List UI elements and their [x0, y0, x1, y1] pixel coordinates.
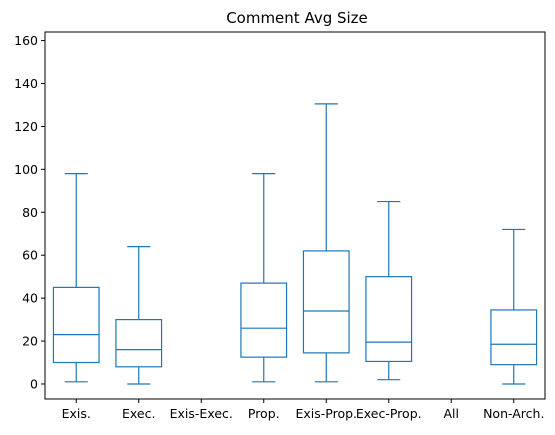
x-tick-label: Prop.: [248, 406, 280, 421]
x-tick-label: Non-Arch.: [483, 406, 544, 421]
y-axis: 0 20 40 60 80 100 120 140 160: [14, 33, 45, 391]
iqr-box: [240, 282, 288, 358]
x-tick-label: Exis-Prop.: [295, 406, 357, 421]
iqr-box: [52, 286, 100, 364]
x-tick-label: Exec-Prop.: [356, 406, 422, 421]
chart-title: Comment Avg Size: [226, 9, 368, 27]
plot-area: [44, 31, 546, 400]
box-exec-prop: [365, 200, 413, 381]
y-tick-label: 140: [14, 76, 38, 91]
y-tick-label: 80: [22, 205, 38, 220]
y-tick-label: 0: [30, 376, 38, 391]
iqr-box: [365, 276, 413, 363]
y-tick-label: 160: [14, 33, 38, 48]
x-tick-label: Exis-Exec.: [170, 406, 233, 421]
box-exis: [52, 173, 100, 383]
y-tick-label: 120: [14, 119, 38, 134]
x-tick-label: All: [444, 406, 460, 421]
boxes-layer: [52, 103, 538, 385]
x-tick-label: Exec.: [122, 406, 155, 421]
y-tick-label: 40: [22, 291, 38, 306]
box-prop: [240, 173, 288, 383]
y-tick-label: 20: [22, 334, 38, 349]
box-exec: [115, 246, 163, 385]
box-exis-prop: [302, 103, 350, 383]
box-non-arch: [490, 228, 538, 385]
y-tick-label: 100: [14, 162, 38, 177]
x-axis: Exis. Exec. Exis-Exec. Prop. Exis-Prop.Exec-…: [62, 399, 544, 421]
iqr-box: [302, 250, 350, 354]
iqr-box: [490, 309, 538, 366]
y-tick-label: 60: [22, 248, 38, 263]
x-tick-label: Exis.: [62, 406, 91, 421]
iqr-box: [115, 318, 163, 368]
